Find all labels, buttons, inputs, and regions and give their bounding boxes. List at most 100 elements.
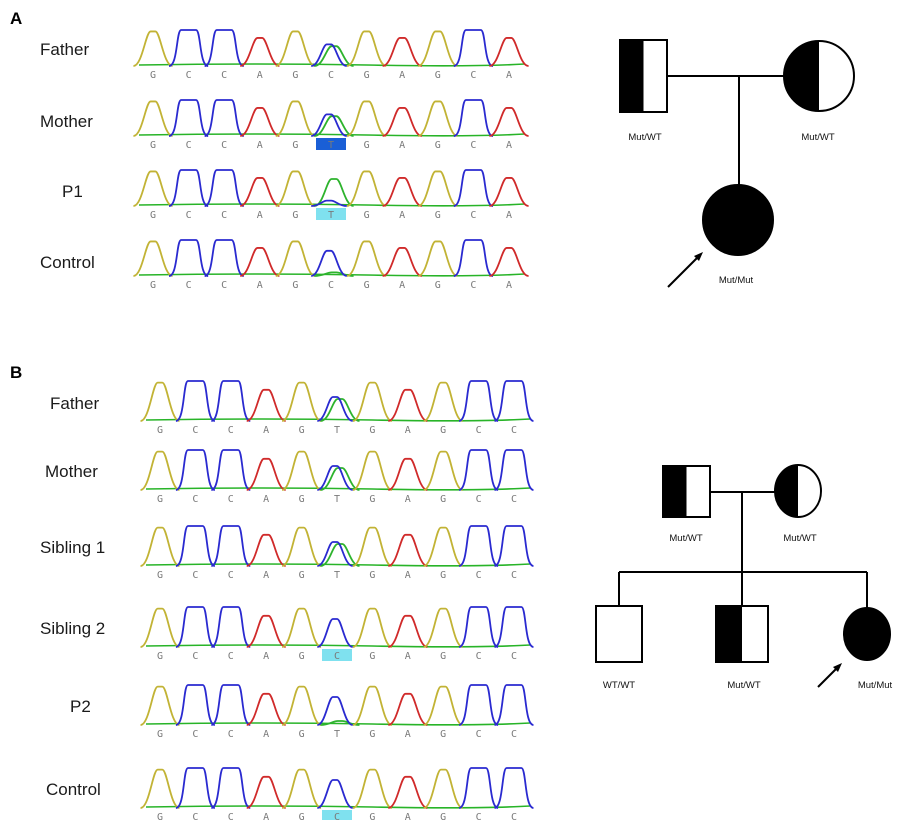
panel-b-trace-1-baseline bbox=[145, 418, 531, 422]
panel-a-trace-1-base-6: C bbox=[328, 70, 334, 81]
panel-b-trace-3-base-4: A bbox=[263, 570, 269, 581]
panel-b-trace-4-peak-11 bbox=[494, 606, 534, 648]
panel-b-trace-5-peak-9 bbox=[423, 685, 464, 726]
panel-a-trace-3-base-2: C bbox=[186, 210, 192, 221]
panel-b-trace-4-variant-highlight bbox=[322, 649, 352, 661]
father-half-fill-b bbox=[663, 466, 687, 517]
panel-b-trace-5-peak-2 bbox=[175, 684, 216, 726]
panel-a-trace-3-base-6: T bbox=[328, 210, 334, 221]
panel-a-trace-3-variant-highlight bbox=[316, 208, 346, 220]
panel-b-trace-2-peak-9 bbox=[423, 450, 464, 491]
panel-a-trace-1-base-11: A bbox=[506, 70, 512, 81]
panel-b-trace-5-base-9: G bbox=[440, 729, 446, 740]
panel-b-trace-3-base-3: C bbox=[228, 570, 234, 581]
panel-b-trace-2-base-4: A bbox=[263, 494, 269, 505]
panel-a-trace-4-baseline bbox=[138, 273, 526, 277]
panel-b-trace-1-peak-2 bbox=[175, 380, 216, 422]
panel-b-trace-4-peak-8 bbox=[387, 614, 428, 648]
proband-circle-b bbox=[843, 607, 891, 661]
pedigree-b-father bbox=[662, 465, 711, 518]
panel-b-trace-5-variant-peak-green bbox=[320, 720, 360, 726]
panel-b-trace-4-peak-10 bbox=[458, 606, 499, 648]
pedigree-a-father bbox=[619, 39, 668, 113]
panel-a-trace-2-peak-4 bbox=[239, 107, 280, 137]
panel-b-trace-4-base-2: C bbox=[192, 651, 198, 662]
pedigree-b: Mut/WT Mut/WT WT/WT Mut/WT Mut/Mut bbox=[595, 464, 893, 691]
pedigree-a: Mut/WT Mut/WT Mut/Mut bbox=[619, 39, 855, 288]
panel-b-trace-6-base-6: C bbox=[334, 812, 340, 820]
panel-a-trace-3-variant-peak-green bbox=[314, 178, 354, 207]
panel-a-trace-4-peak-2 bbox=[168, 239, 209, 277]
panel-a-trace-2-base-11: A bbox=[506, 140, 512, 151]
panel-a-trace-3-base-3: C bbox=[221, 210, 227, 221]
panel-a-trace-4-peak-5 bbox=[275, 240, 316, 277]
panel-b-label-p2: P2 bbox=[70, 697, 91, 716]
panel-a-trace-1-peak-7 bbox=[346, 30, 387, 67]
panel-b-trace-1-base-9: G bbox=[440, 425, 446, 436]
panel-a-trace-2-baseline bbox=[138, 133, 526, 137]
pedigree-a-lines bbox=[667, 75, 784, 186]
panel-a-trace-3-base-9: G bbox=[435, 210, 441, 221]
panel-b-trace-2-base-2: C bbox=[192, 494, 198, 505]
panel-a-trace-1-base-4: A bbox=[257, 70, 263, 81]
panel-b-trace-4-base-7: G bbox=[369, 651, 375, 662]
panel-a-trace-3-base-11: A bbox=[506, 210, 512, 221]
child1-square-b bbox=[595, 605, 643, 663]
panel-a-trace-2-base-6: T bbox=[328, 140, 334, 151]
panel-a-trace-4-base-2: C bbox=[186, 280, 192, 291]
pedigree-a-mother bbox=[783, 40, 855, 112]
panel-b-trace-2-peak-3 bbox=[210, 449, 251, 491]
panel-a-trace-4-peak-9 bbox=[417, 240, 458, 277]
panel-b-label-control: Control bbox=[46, 780, 101, 799]
panel-b-trace-6-base-2: C bbox=[192, 812, 198, 820]
panel-b-trace-3-peak-4 bbox=[246, 533, 287, 567]
panel-b-trace-5-base-10: C bbox=[476, 729, 482, 740]
panel-b-trace-6-base-5: G bbox=[299, 812, 305, 820]
panel-b-trace-2-peak-7 bbox=[352, 450, 393, 491]
panel-b-trace-2-baseline bbox=[145, 487, 531, 491]
panel-a-trace-1-base-5: G bbox=[292, 70, 298, 81]
panel-a-trace-1-peak-8 bbox=[382, 37, 423, 67]
panel-b-trace-5-base-11: C bbox=[511, 729, 517, 740]
panel-b-trace-2-base-3: C bbox=[228, 494, 234, 505]
panel-b-trace-3-base-9: G bbox=[440, 570, 446, 581]
panel-b-trace-6-peak-11 bbox=[494, 767, 534, 809]
panel-b-trace-1-peak-5 bbox=[281, 381, 322, 422]
panel-b-trace-6-base-1: G bbox=[157, 812, 163, 820]
panel-a-trace-2-base-7: G bbox=[364, 140, 370, 151]
panel-b-trace-5-base-3: C bbox=[228, 729, 234, 740]
panel-a-trace-2-base-10: C bbox=[470, 140, 476, 151]
panel-b-trace-3-peak-11 bbox=[494, 525, 534, 567]
panel-b-trace-3-base-2: C bbox=[192, 570, 198, 581]
panel-b-trace-3-peak-5 bbox=[281, 526, 322, 567]
panel-b-trace-6-base-7: G bbox=[369, 812, 375, 820]
panel-b-label-sibling-1: Sibling 1 bbox=[40, 538, 105, 557]
panel-a-trace-4-variant-peak-blue bbox=[310, 249, 348, 277]
panel-b-trace-4-base-10: C bbox=[476, 651, 482, 662]
panel-b-trace-4-peak-5 bbox=[281, 607, 322, 648]
panel-b-trace-4-peak-1 bbox=[140, 607, 180, 648]
panel-a-trace-4-peak-4 bbox=[239, 247, 280, 277]
panel-a-trace-2-variant-highlight bbox=[316, 138, 346, 150]
panel-b-trace-2-base-1: G bbox=[157, 494, 163, 505]
panel-a-trace-1-base-2: C bbox=[186, 70, 192, 81]
pedigree-b-mother bbox=[774, 464, 822, 518]
panel-a-trace-4-base-3: C bbox=[221, 280, 227, 291]
panel-b-trace-3-baseline bbox=[145, 563, 531, 567]
panel-a-trace-4-base-11: A bbox=[506, 280, 512, 291]
panel-b-trace-6-baseline bbox=[145, 805, 531, 809]
panel-b-trace-5-base-8: A bbox=[405, 729, 411, 740]
panel-a-trace-4-peak-3 bbox=[204, 239, 245, 277]
panel-a-trace-2-base-1: G bbox=[150, 140, 156, 151]
panel-a-trace-3-peak-5 bbox=[275, 170, 316, 207]
panel-a-trace-4-base-5: G bbox=[292, 280, 298, 291]
panel-b-trace-1-peak-7 bbox=[352, 381, 393, 422]
panel-b-trace-5-base-7: G bbox=[369, 729, 375, 740]
panel-a-trace-4-base-9: G bbox=[435, 280, 441, 291]
panel-b-trace-4-base-9: G bbox=[440, 651, 446, 662]
panel-b-trace-1-peak-4 bbox=[246, 388, 287, 422]
panel-a-trace-1-peak-11 bbox=[489, 37, 529, 67]
